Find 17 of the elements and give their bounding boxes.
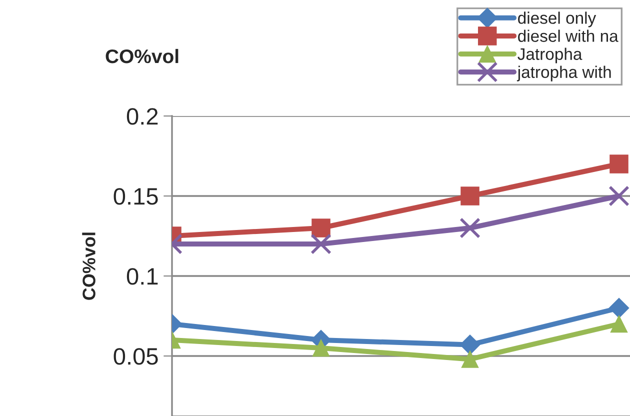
chart-title: CO%vol [106, 48, 178, 64]
legend-label: jatropha with [516, 66, 611, 82]
point [461, 350, 479, 368]
y-tick-label: 0.1 [126, 268, 158, 285]
point [610, 154, 628, 174]
point [608, 298, 630, 318]
y-tick-label: 0.15 [114, 188, 158, 205]
y-tick-label: 0.05 [114, 348, 158, 365]
point [608, 186, 630, 206]
y-tick-label: 0.2 [126, 108, 158, 125]
y-axis-title: CO%vol [82, 232, 96, 300]
point [460, 218, 480, 238]
legend-label: Jatropha [518, 48, 582, 64]
point [460, 186, 480, 206]
point [610, 315, 628, 333]
legend-label: diesel with na [518, 30, 618, 42]
legend-label: diesel only [518, 12, 596, 28]
